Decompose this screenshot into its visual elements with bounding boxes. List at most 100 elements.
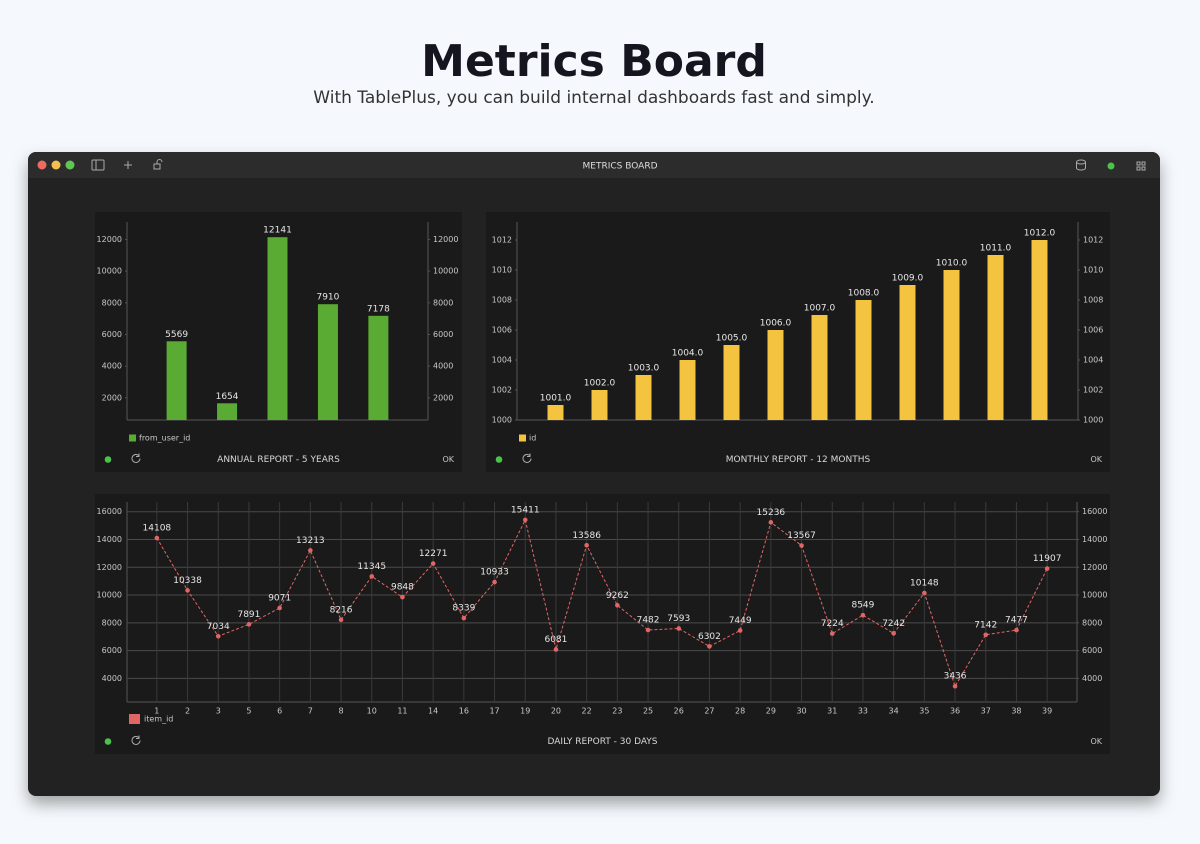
x-tick-label: 35 <box>919 707 929 716</box>
chart-panel: 2000 4000 6000 8000 10000 12000 2000 4000 6000 80… <box>95 212 462 472</box>
point <box>185 588 190 593</box>
data-label: 10148 <box>910 579 939 589</box>
point <box>829 631 835 636</box>
bar <box>679 360 696 420</box>
data-label: 13567 <box>787 531 816 541</box>
panel-status: OK <box>1090 737 1102 746</box>
data-label: 9848 <box>391 583 414 593</box>
legend-label: item_id <box>144 715 173 724</box>
data-label: 1654 <box>216 392 239 402</box>
x-tick-label: 8 <box>339 707 344 716</box>
y-tick-label: 10000 <box>97 267 122 276</box>
bar <box>987 255 1004 420</box>
data-label: 5569 <box>165 330 188 340</box>
y-tick-label: 1000 <box>492 416 512 425</box>
bar <box>767 330 784 420</box>
y2-tick-label: 1004 <box>1083 356 1103 365</box>
point <box>522 517 528 523</box>
x-tick-label: 37 <box>981 707 991 716</box>
title-bar <box>28 152 1160 178</box>
data-label: 1008.0 <box>848 289 880 299</box>
lock-button[interactable] <box>153 159 163 170</box>
y2-tick-label: 14000 <box>1082 535 1107 544</box>
x-tick-label: 20 <box>551 707 561 716</box>
y2-tick-label: 1000 <box>1083 416 1103 425</box>
y2-tick-label: 2000 <box>433 393 453 402</box>
x-tick-label: 36 <box>950 707 960 716</box>
panel-title: ANNUAL REPORT - 5 YEARS <box>217 455 340 465</box>
legend-swatch <box>129 714 140 724</box>
y2-tick-label: 10000 <box>1082 591 1107 600</box>
chart-panel: 4000 6000 8000 10000 12000 14000 16000 4000 6000… <box>95 494 1110 754</box>
y2-tick-label: 12000 <box>433 235 458 244</box>
point <box>983 632 989 638</box>
minimize-button[interactable] <box>51 160 61 170</box>
data-label: 7034 <box>207 622 230 632</box>
data-label: 7477 <box>1005 616 1028 626</box>
bar <box>855 300 872 420</box>
y-tick-label: 10000 <box>97 591 122 600</box>
data-label: 8339 <box>452 604 475 614</box>
y-tick-label: 6000 <box>102 330 122 339</box>
x-tick-label: 27 <box>704 707 714 716</box>
point <box>584 542 589 548</box>
bar <box>217 403 238 420</box>
data-label: 10933 <box>480 568 509 578</box>
bar <box>317 304 338 420</box>
point <box>461 615 467 621</box>
data-label: 7891 <box>237 610 260 620</box>
status-dot <box>104 738 112 745</box>
y-tick-label: 12000 <box>97 235 122 244</box>
bar <box>899 285 916 420</box>
chart-panel: 1000 1002 1004 1006 1008 1010 1012 1000 1002 1004… <box>486 212 1110 472</box>
y2-tick-label: 1008 <box>1083 296 1103 305</box>
data-label: 7449 <box>729 616 752 626</box>
data-label: 12141 <box>263 226 292 236</box>
database-button[interactable] <box>1076 159 1086 171</box>
grid-view-button[interactable] <box>1136 161 1146 171</box>
y-tick-label: 8000 <box>102 618 122 627</box>
x-tick-label: 30 <box>796 707 806 716</box>
y-tick-label: 1010 <box>492 266 512 275</box>
y-tick-label: 1008 <box>492 296 512 305</box>
panel-background <box>95 494 1110 754</box>
point <box>246 622 252 627</box>
point <box>553 647 559 652</box>
refresh-button[interactable] <box>131 735 141 745</box>
y-tick-label: 14000 <box>97 535 122 544</box>
data-label: 1011.0 <box>980 244 1012 254</box>
y2-tick-label: 8000 <box>1082 618 1102 627</box>
legend-swatch <box>129 434 136 442</box>
y-tick-label: 6000 <box>102 646 122 655</box>
sidebar-toggle[interactable] <box>91 159 105 171</box>
data-label: 7593 <box>667 614 690 624</box>
add-button[interactable] <box>124 161 132 169</box>
status-dot <box>495 456 503 463</box>
close-button[interactable] <box>37 160 47 170</box>
point <box>215 633 221 639</box>
y-tick-label: 12000 <box>97 563 122 572</box>
zoom-button[interactable] <box>65 160 75 170</box>
data-label: 7910 <box>316 293 339 303</box>
bar <box>368 315 389 420</box>
point <box>277 605 282 611</box>
line <box>156 518 1048 688</box>
data-label: 10338 <box>173 576 202 586</box>
point <box>400 594 405 600</box>
point <box>922 590 927 596</box>
data-label: 1010.0 <box>936 259 968 269</box>
data-label: 1007.0 <box>804 304 836 314</box>
point <box>1044 566 1050 571</box>
y2-tick-label: 6000 <box>433 330 453 339</box>
y-tick-label: 1012 <box>492 236 512 245</box>
status-dot <box>104 456 112 463</box>
data-label: 1012.0 <box>1024 229 1056 239</box>
refresh-button[interactable] <box>522 453 532 463</box>
data-label: 1002.0 <box>584 379 616 389</box>
data-label: 7242 <box>882 619 905 629</box>
refresh-button[interactable] <box>131 453 141 463</box>
data-label: 3436 <box>944 672 967 682</box>
x-tick-label: 34 <box>889 707 899 716</box>
y2-tick-label: 1012 <box>1083 236 1103 245</box>
